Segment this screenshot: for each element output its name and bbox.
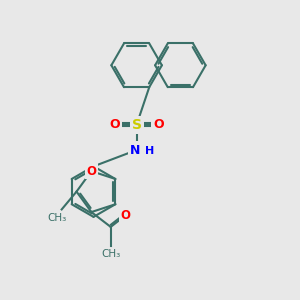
Text: H: H	[146, 146, 154, 157]
Text: O: O	[121, 208, 130, 221]
Text: O: O	[109, 118, 120, 131]
Text: O: O	[154, 118, 164, 131]
Text: S: S	[132, 118, 142, 132]
Text: N: N	[130, 143, 140, 157]
Text: O: O	[86, 165, 96, 178]
Text: CH₃: CH₃	[101, 249, 120, 259]
Text: CH₃: CH₃	[48, 213, 67, 223]
